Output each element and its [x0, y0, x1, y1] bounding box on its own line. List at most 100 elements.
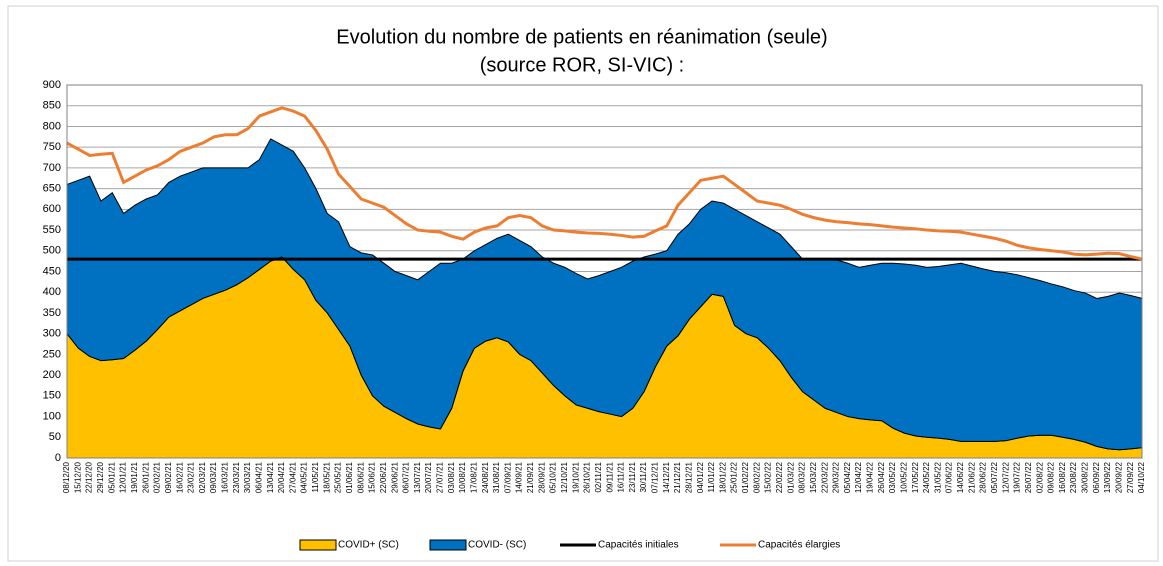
x-tick-label: 15/02/22 [764, 461, 773, 493]
x-tick-label: 04/10/22 [1137, 461, 1146, 493]
x-tick-label: 05/04/22 [843, 461, 852, 493]
x-tick-label: 13/04/21 [266, 461, 275, 493]
x-tick-label: 26/10/21 [583, 461, 592, 493]
x-tick-label: 25/05/21 [334, 461, 343, 493]
x-tick-label: 18/05/21 [322, 461, 331, 493]
x-tick-label: 21/09/21 [526, 461, 535, 493]
x-tick-label: 28/12/21 [684, 461, 693, 493]
x-tick-label: 25/01/22 [730, 461, 739, 493]
x-tick-label: 13/07/21 [413, 461, 422, 493]
x-tick-label: 26/01/21 [141, 461, 150, 493]
x-tick-label: 01/06/21 [345, 461, 354, 493]
x-tick-label: 19/10/21 [571, 461, 580, 493]
y-tick-label: 0 [55, 452, 61, 464]
x-tick-label: 16/02/21 [175, 461, 184, 493]
x-tick-label: 15/06/21 [368, 461, 377, 493]
legend-swatch [299, 539, 337, 551]
x-tick-label: 23/08/22 [1069, 461, 1078, 493]
x-tick-label: 30/03/21 [243, 461, 252, 493]
x-tick-label: 26/07/22 [1024, 461, 1033, 493]
x-tick-label: 24/08/21 [481, 461, 490, 493]
x-tick-label: 05/01/21 [107, 461, 116, 493]
x-tick-label: 29/12/20 [96, 461, 105, 493]
x-tick-label: 05/10/21 [549, 461, 558, 493]
x-tick-label: 08/06/21 [356, 461, 365, 493]
y-tick-label: 50 [49, 431, 61, 443]
x-tick-label: 31/08/21 [492, 461, 501, 493]
x-tick-label: 10/08/21 [458, 461, 467, 493]
x-tick-label: 09/03/21 [209, 461, 218, 493]
y-tick-label: 200 [43, 369, 61, 381]
y-tick-label: 100 [43, 410, 61, 422]
x-tick-label: 20/04/21 [277, 461, 286, 493]
y-tick-label: 750 [43, 141, 61, 153]
x-tick-label: 11/01/22 [707, 461, 716, 492]
y-tick-label: 550 [43, 224, 61, 236]
x-tick-label: 23/02/21 [187, 461, 196, 493]
x-tick-label: 12/01/21 [119, 461, 128, 493]
legend-label: COVID- (SC) [468, 540, 526, 551]
x-tick-label: 14/06/22 [956, 461, 965, 493]
x-tick-label: 02/02/21 [153, 461, 162, 493]
line [66, 106, 1143, 261]
x-tick-label: 22/12/20 [85, 461, 94, 493]
x-tick-label: 29/03/22 [832, 461, 841, 493]
y-tick-label: 350 [43, 307, 61, 319]
x-tick-label: 16/11/21 [617, 461, 626, 492]
y-tick-label: 300 [43, 328, 61, 340]
x-tick-label: 10/05/22 [899, 461, 908, 493]
x-tick-label: 04/05/21 [300, 461, 309, 493]
x-tick-label: 30/11/21 [639, 461, 648, 492]
y-tick-label: 700 [43, 162, 61, 174]
chart-title: Evolution du nombre de patients en réani… [336, 26, 827, 48]
x-tick-label: 17/08/21 [469, 461, 478, 493]
y-tick-label: 850 [43, 100, 61, 112]
x-tick-label: 02/03/21 [198, 461, 207, 493]
y-tick-label: 500 [43, 245, 61, 257]
x-tick-label: 15/12/20 [73, 461, 82, 493]
x-tick-label: 08/03/22 [798, 461, 807, 493]
x-tick-label: 27/09/22 [1126, 461, 1135, 493]
x-tick-label: 12/04/22 [854, 461, 863, 493]
x-tick-label: 29/06/21 [390, 461, 399, 493]
x-tick-label: 01/02/22 [741, 461, 750, 493]
x-tick-label: 09/02/21 [164, 461, 173, 493]
y-tick-label: 400 [43, 286, 61, 298]
legend-swatch [429, 539, 467, 551]
x-tick-label: 19/04/22 [866, 461, 875, 493]
legend-label: Capacités initiales [598, 540, 679, 551]
x-tick-label: 01/03/22 [786, 461, 795, 493]
x-tick-label: 23/11/21 [628, 461, 637, 492]
x-tick-label: 09/11/21 [605, 461, 614, 492]
x-tick-label: 26/04/22 [877, 461, 886, 493]
legend-label: Capacités élargies [758, 540, 840, 551]
x-tick-label: 07/09/21 [503, 461, 512, 493]
x-tick-label: 31/05/22 [933, 461, 942, 493]
y-tick-label: 450 [43, 265, 61, 277]
x-tick-label: 03/08/21 [447, 461, 456, 493]
x-tick-label: 14/12/21 [662, 461, 671, 493]
y-tick-label: 600 [43, 203, 61, 215]
x-tick-label: 22/02/22 [775, 461, 784, 493]
x-tick-label: 17/05/22 [911, 461, 920, 493]
x-tick-label: 09/08/22 [1047, 461, 1056, 493]
legend-label: COVID+ (SC) [338, 540, 399, 551]
y-tick-label: 900 [43, 79, 61, 91]
x-tick-label: 23/03/21 [232, 461, 241, 493]
x-tick-label: 06/07/21 [402, 461, 411, 493]
y-tick-label: 650 [43, 183, 61, 195]
x-tick-label: 19/07/22 [1013, 461, 1022, 493]
x-tick-label: 02/11/21 [594, 461, 603, 492]
plot-border [66, 84, 1143, 459]
x-tick-label: 11/05/21 [311, 461, 320, 492]
x-tick-label: 22/06/21 [379, 461, 388, 493]
x-tick-label: 16/03/21 [221, 461, 230, 493]
x-tick-label: 06/09/22 [1092, 461, 1101, 493]
x-tick-label: 18/01/22 [718, 461, 727, 493]
x-tick-label: 19/01/21 [130, 461, 139, 493]
x-tick-label: 15/03/22 [809, 461, 818, 493]
x-tick-label: 14/09/21 [515, 461, 524, 493]
x-tick-label: 28/09/21 [537, 461, 546, 493]
